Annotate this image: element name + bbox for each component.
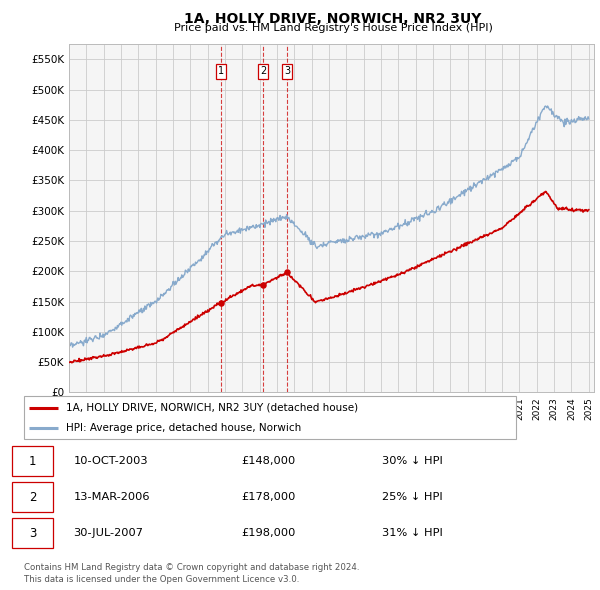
Text: 1A, HOLLY DRIVE, NORWICH, NR2 3UY: 1A, HOLLY DRIVE, NORWICH, NR2 3UY xyxy=(184,12,482,26)
Text: 3: 3 xyxy=(29,527,36,540)
Text: 2: 2 xyxy=(260,67,266,77)
Point xyxy=(282,268,292,277)
Text: 13-MAR-2006: 13-MAR-2006 xyxy=(74,492,150,502)
Text: 1: 1 xyxy=(29,454,36,467)
Text: 31% ↓ HPI: 31% ↓ HPI xyxy=(382,528,443,538)
Text: £148,000: £148,000 xyxy=(241,456,295,466)
Text: Contains HM Land Registry data © Crown copyright and database right 2024.: Contains HM Land Registry data © Crown c… xyxy=(24,563,359,572)
Text: 1: 1 xyxy=(218,67,224,77)
Text: 3: 3 xyxy=(284,67,290,77)
Text: 30% ↓ HPI: 30% ↓ HPI xyxy=(382,456,443,466)
FancyBboxPatch shape xyxy=(12,446,53,476)
Text: 30-JUL-2007: 30-JUL-2007 xyxy=(74,528,143,538)
FancyBboxPatch shape xyxy=(12,483,53,512)
Point xyxy=(258,280,268,289)
Text: 1A, HOLLY DRIVE, NORWICH, NR2 3UY (detached house): 1A, HOLLY DRIVE, NORWICH, NR2 3UY (detac… xyxy=(66,402,358,412)
Text: 2: 2 xyxy=(29,490,36,504)
Point xyxy=(217,298,226,307)
Text: This data is licensed under the Open Government Licence v3.0.: This data is licensed under the Open Gov… xyxy=(24,575,299,584)
Text: £198,000: £198,000 xyxy=(241,528,296,538)
Text: 10-OCT-2003: 10-OCT-2003 xyxy=(74,456,148,466)
Text: £178,000: £178,000 xyxy=(241,492,296,502)
FancyBboxPatch shape xyxy=(12,519,53,548)
Text: HPI: Average price, detached house, Norwich: HPI: Average price, detached house, Norw… xyxy=(66,423,301,433)
Text: 25% ↓ HPI: 25% ↓ HPI xyxy=(382,492,443,502)
Text: Price paid vs. HM Land Registry's House Price Index (HPI): Price paid vs. HM Land Registry's House … xyxy=(173,24,493,33)
FancyBboxPatch shape xyxy=(24,396,516,439)
